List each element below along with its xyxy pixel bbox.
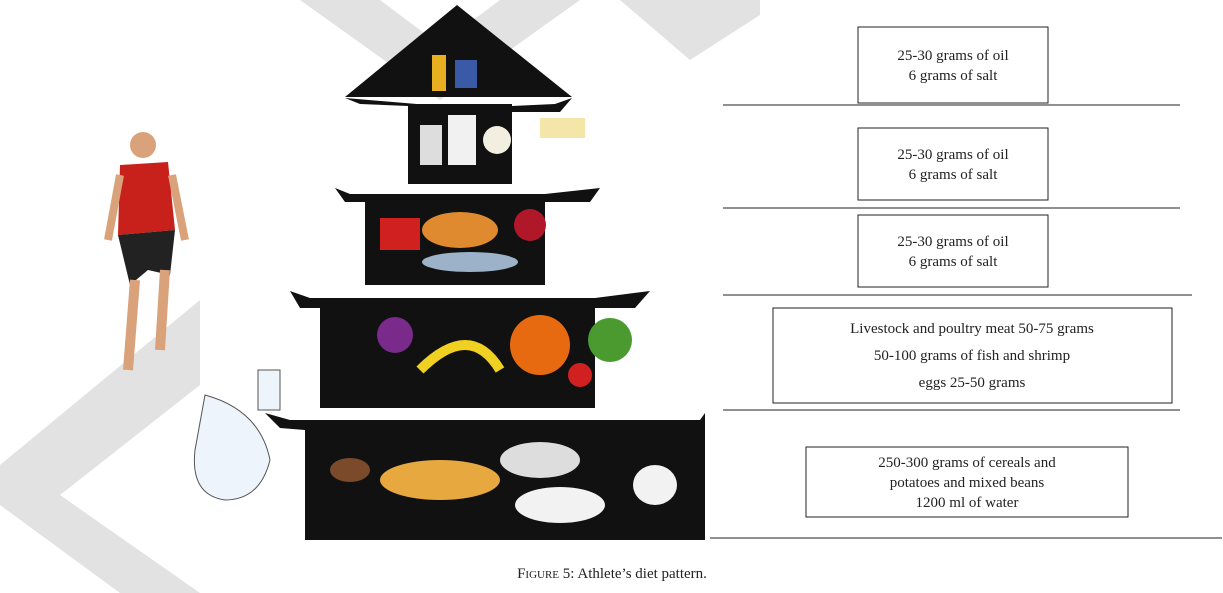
pagoda <box>265 5 705 540</box>
figure: 25-30 grams of oil 6 grams of salt 25-30 g… <box>0 0 1223 593</box>
label-box <box>858 128 1048 200</box>
water-drop <box>194 370 280 500</box>
tier-label: 6 grams of salt <box>909 68 999 84</box>
tier-label: 1200 ml of water <box>916 495 1019 511</box>
tier-label: 6 grams of salt <box>909 167 999 183</box>
tier-label: Livestock and poultry meat 50-75 grams <box>850 321 1094 337</box>
caption: Figure 5: Athlete’s diet pattern. <box>517 566 707 582</box>
tier-label: 250-300 grams of cereals and <box>878 455 1056 471</box>
tier-label: potatoes and mixed beans <box>890 475 1045 491</box>
caption-text: Athlete’s diet pattern. <box>577 566 707 582</box>
caption-label: Figure 5: <box>517 566 574 582</box>
tier-label: 25-30 grams of oil <box>897 48 1008 64</box>
tier-label: eggs 25-50 grams <box>919 375 1026 391</box>
tier-label: 6 grams of salt <box>909 254 999 270</box>
label-box <box>858 215 1048 287</box>
tier-label: 50-100 grams of fish and shrimp <box>874 348 1070 364</box>
tier-label: 25-30 grams of oil <box>897 147 1008 163</box>
tier-label: 25-30 grams of oil <box>897 234 1008 250</box>
label-box <box>858 27 1048 103</box>
